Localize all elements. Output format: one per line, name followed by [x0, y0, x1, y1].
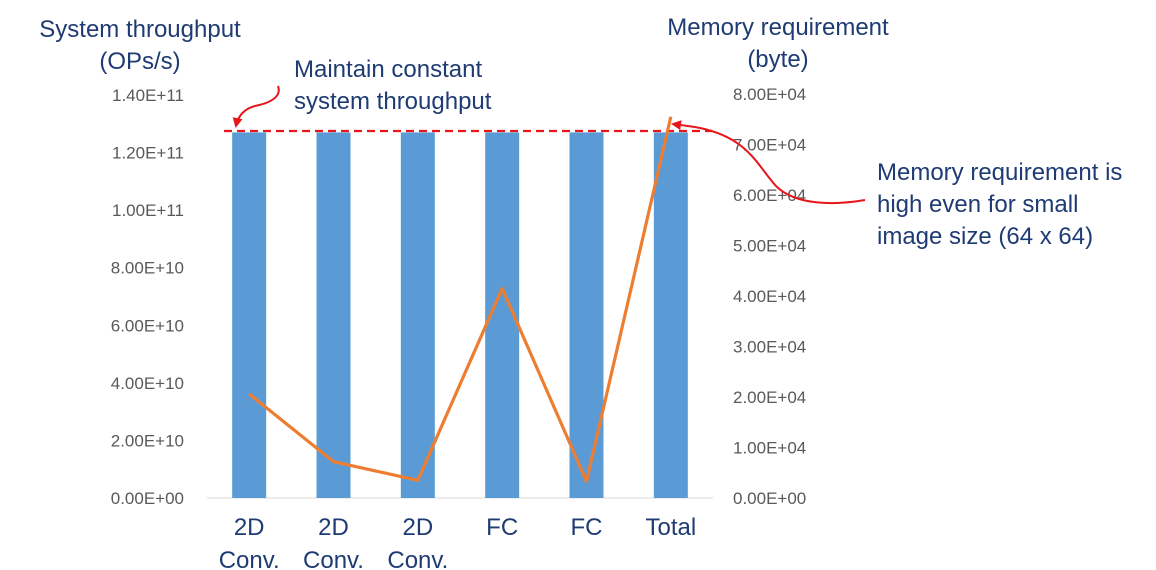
- left-axis-title-line-2: (OPs/s): [99, 48, 181, 75]
- left-axis-tick-label: 6.00E+10: [111, 316, 184, 335]
- right-axis-tick-label: 4.00E+04: [733, 287, 806, 306]
- right-axis-tick-label: 5.00E+04: [733, 237, 806, 256]
- category-labels-layer: 2D Conv. 2D Conv. 2D Conv. FC FC Total: [219, 514, 696, 570]
- throughput-bar: [569, 132, 604, 498]
- memory-annotation-line-3: image size (64 x 64): [877, 223, 1094, 250]
- memory-arrow: [671, 120, 866, 204]
- throughput-bar: [316, 132, 351, 498]
- category-label: Conv.: [219, 547, 280, 570]
- right-axis-title-line-1: Memory requirement: [667, 14, 889, 41]
- category-label: 2D: [402, 514, 433, 541]
- throughput-annotation: Maintain constant system throughput: [294, 54, 491, 118]
- right-axis-tick-label: 3.00E+04: [733, 338, 806, 357]
- category-label: FC: [571, 514, 603, 541]
- category-label: 2D: [318, 514, 349, 541]
- category-label: FC: [486, 514, 518, 541]
- memory-annotation-line-2: high even for small: [877, 191, 1079, 218]
- left-axis-title-line-1: System throughput: [39, 16, 241, 43]
- tick-labels-layer: 0.00E+00 2.00E+10 4.00E+10 6.00E+10 8.00E+10…: [111, 85, 807, 508]
- throughput-bar: [653, 132, 688, 498]
- right-axis-tick-label: 2.00E+04: [733, 388, 806, 407]
- memory-annotation: Memory requirement is high even for smal…: [877, 157, 1122, 253]
- right-axis-tick-label: 8.00E+04: [733, 85, 806, 104]
- bars-layer: [232, 132, 688, 498]
- throughput-arrow: [232, 85, 280, 128]
- left-axis-tick-label: 0.00E+00: [111, 489, 184, 508]
- left-axis-tick-label: 1.20E+11: [112, 144, 184, 163]
- right-axis-tick-label: 6.00E+04: [733, 186, 806, 205]
- memory-annotation-line-1: Memory requirement is: [877, 159, 1123, 186]
- right-axis-tick-label: 7.00E+04: [733, 136, 806, 155]
- throughput-bar: [400, 132, 435, 498]
- annotation-arrows-layer: [232, 85, 866, 204]
- memory-requirement-line: [248, 116, 673, 483]
- right-axis-tick-label: 1.00E+04: [733, 439, 806, 458]
- left-axis-tick-label: 8.00E+10: [111, 259, 184, 278]
- category-label: Conv.: [387, 547, 448, 570]
- left-axis-tick-label: 1.00E+11: [112, 201, 184, 220]
- throughput-annotation-line-1: Maintain constant: [294, 56, 483, 83]
- throughput-bar: [232, 132, 267, 498]
- left-axis-tick-label: 2.00E+10: [111, 431, 184, 450]
- left-axis-tick-label: 1.40E+11: [112, 86, 184, 105]
- right-axis-title: Memory requirement (byte): [648, 12, 908, 76]
- throughput-annotation-line-2: system throughput: [294, 88, 492, 115]
- left-axis-tick-label: 4.00E+10: [111, 374, 184, 393]
- category-label: 2D: [234, 514, 265, 541]
- left-axis-title: System throughput (OPs/s): [20, 14, 260, 78]
- right-axis-title-line-2: (byte): [747, 46, 809, 73]
- category-label: Total: [645, 514, 696, 541]
- memory-line-layer: [248, 116, 673, 483]
- category-label: Conv.: [303, 547, 364, 570]
- right-axis-tick-label: 0.00E+00: [733, 489, 806, 508]
